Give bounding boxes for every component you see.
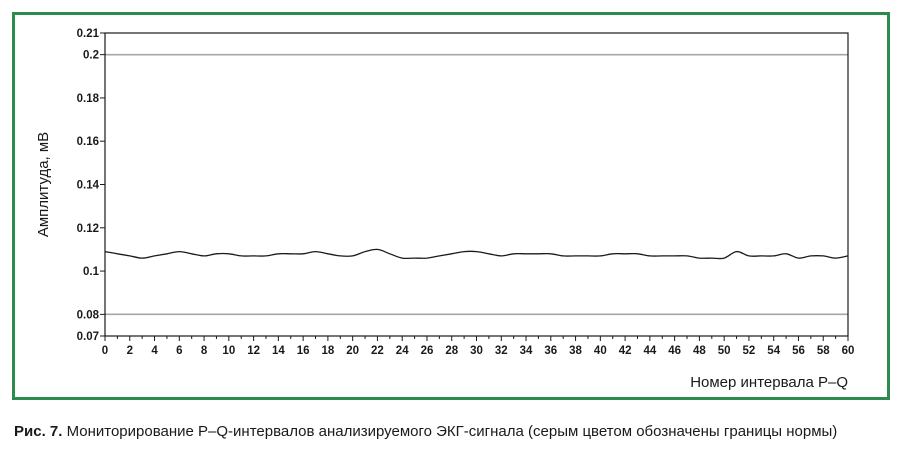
- x-tick-label: 50: [718, 345, 731, 357]
- x-tick-label: 34: [520, 345, 533, 357]
- x-tick-label: 30: [470, 345, 483, 357]
- x-tick-label: 20: [346, 345, 359, 357]
- y-tick-label: 0.21: [77, 28, 100, 40]
- x-tick-label: 18: [322, 345, 335, 357]
- x-tick-label: 28: [445, 345, 458, 357]
- line-chart: 0.070.080.10.120.140.160.180.20.210 2 4 6 8 1…: [35, 28, 855, 391]
- y-tick-label: 0.14: [77, 180, 100, 192]
- y-tick-label: 0.18: [77, 93, 100, 105]
- x-tick-label: 42: [619, 345, 632, 357]
- series-line-0: [104, 248, 849, 260]
- y-tick-label: 0.08: [77, 309, 100, 321]
- x-tick-label: 40: [594, 345, 607, 357]
- y-tick-label: 0.12: [77, 223, 99, 235]
- x-tick-label: 8: [201, 345, 208, 357]
- caption-label: Рис. 7.: [14, 423, 63, 440]
- x-tick-label: 22: [371, 345, 384, 357]
- x-tick-label: 38: [569, 345, 582, 357]
- x-tick-label: 16: [297, 345, 310, 357]
- x-tick-label: 58: [817, 345, 830, 357]
- x-tick-label: 46: [668, 345, 681, 357]
- x-tick-label: 14: [272, 345, 285, 357]
- x-tick-label: 54: [767, 345, 780, 357]
- x-tick-label: 24: [396, 345, 409, 357]
- x-tick-label: 52: [743, 345, 756, 357]
- y-axis-label: Амплитуда, мВ: [35, 132, 52, 237]
- x-tick-label: 44: [643, 345, 656, 357]
- y-tick-label: 0.2: [83, 50, 99, 62]
- x-tick-label: 60: [842, 345, 855, 357]
- x-tick-label: 32: [495, 345, 508, 357]
- x-tick-label: 6: [176, 345, 182, 357]
- y-tick-label: 0.07: [77, 331, 99, 343]
- x-tick-label: 56: [792, 345, 805, 357]
- x-tick-label: 2: [127, 345, 133, 357]
- x-tick-label: 10: [222, 345, 235, 357]
- x-tick-label: 12: [247, 345, 260, 357]
- y-tick-label: 0.1: [83, 266, 100, 278]
- figure-frame: 0.07 0.08 0.1 0.12 0.14 0.16 0.18 0.2 0.21 0 2 4 6 8 1…: [12, 12, 890, 400]
- caption-text: Мониторирование P–Q-интервалов анализиру…: [62, 423, 838, 440]
- plot-border: [104, 32, 849, 337]
- x-axis-label: Номер интервала P–Q: [690, 374, 848, 391]
- x-tick-label: 4: [151, 345, 158, 357]
- x-tick-label: 26: [421, 345, 434, 357]
- figure-caption: Рис. 7. Мониторирование P–Q-интервалов а…: [14, 422, 894, 442]
- y-tick-label: 0.16: [77, 136, 99, 148]
- x-tick-label: 48: [693, 345, 706, 357]
- x-tick-label: 36: [544, 345, 557, 357]
- x-tick-label: 0: [102, 345, 108, 357]
